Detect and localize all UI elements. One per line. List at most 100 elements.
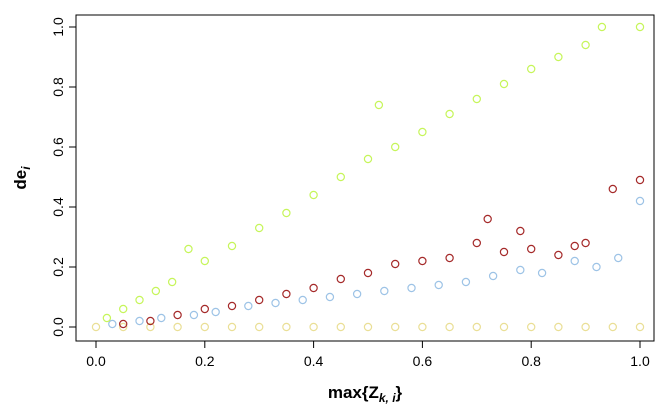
data-point: [244, 301, 253, 311]
data-point: [608, 184, 618, 194]
data-point: [173, 310, 182, 320]
data-point: [537, 268, 547, 278]
data-point: [499, 247, 509, 257]
data-point: [363, 154, 373, 164]
y-tick-label: 0.8: [50, 77, 66, 97]
plot-frame: [75, 14, 655, 342]
y-axis-title-subscript: i: [19, 166, 33, 170]
data-point: [445, 322, 454, 332]
data-point: [614, 253, 623, 263]
data-point: [282, 208, 291, 218]
data-point: [418, 127, 427, 137]
data-point: [380, 286, 389, 296]
x-axis: 0.0 0.2 0.4 0.6 0.8 1.0: [86, 340, 650, 369]
y-axis-title: dei: [11, 166, 33, 190]
y-tick-label: 0.0: [50, 317, 66, 337]
data-point: [282, 322, 291, 332]
data-point: [157, 313, 166, 323]
data-point: [336, 172, 345, 182]
data-point: [472, 322, 481, 332]
data-point: [635, 175, 645, 185]
data-point: [554, 52, 563, 62]
data-point: [200, 322, 209, 332]
series-3: [102, 22, 645, 323]
data-point: [108, 319, 117, 329]
data-point: [597, 22, 607, 32]
data-point: [483, 214, 492, 224]
data-point: [135, 295, 144, 305]
data-point: [309, 322, 318, 332]
data-point: [445, 253, 454, 263]
plot-markers: [91, 22, 645, 332]
data-point: [255, 295, 264, 305]
data-point: [255, 322, 264, 332]
data-point: [554, 322, 563, 332]
data-point: [271, 298, 280, 308]
data-point: [570, 256, 579, 266]
data-point: [391, 322, 400, 332]
data-point: [151, 286, 161, 296]
data-point: [189, 310, 199, 320]
data-point: [325, 292, 335, 302]
data-point: [374, 100, 384, 110]
x-axis-title-base: max{Z: [328, 383, 379, 402]
data-point: [527, 244, 536, 254]
data-point: [309, 190, 318, 200]
data-point: [167, 277, 177, 287]
y-axis-title-base: de: [11, 170, 30, 190]
data-point: [146, 322, 155, 332]
data-point: [363, 322, 373, 332]
data-point: [445, 109, 454, 119]
data-point: [173, 322, 182, 332]
data-point: [391, 259, 400, 269]
data-point: [608, 322, 618, 332]
data-point: [352, 289, 362, 299]
data-point: [227, 241, 237, 251]
data-point: [472, 94, 481, 104]
data-point: [298, 295, 307, 305]
data-point: [336, 274, 345, 284]
x-tick-label: 1.0: [630, 353, 650, 369]
y-axis: 0.0 0.2 0.4 0.6 0.8 1.0: [50, 17, 77, 337]
y-tick-label: 0.6: [50, 137, 66, 157]
data-point: [118, 319, 128, 329]
data-point: [102, 313, 112, 323]
data-point: [363, 268, 373, 278]
series-0: [91, 322, 645, 332]
data-point: [499, 322, 509, 332]
data-point: [488, 271, 498, 281]
data-point: [391, 142, 400, 152]
data-point: [516, 265, 525, 275]
data-point: [499, 79, 509, 89]
data-point: [282, 289, 291, 299]
data-point: [461, 277, 471, 287]
data-point: [200, 304, 209, 314]
data-point: [581, 322, 590, 332]
data-point: [336, 322, 345, 332]
data-point: [118, 322, 128, 332]
data-point: [635, 22, 645, 32]
data-point: [581, 40, 590, 50]
series-2: [108, 196, 645, 329]
x-axis-title-close: }: [396, 383, 403, 402]
data-point: [135, 316, 144, 326]
data-point: [227, 322, 237, 332]
x-tick-label: 0.0: [86, 353, 106, 369]
data-point: [516, 226, 525, 236]
x-tick-label: 0.2: [195, 353, 215, 369]
data-point: [407, 283, 416, 293]
data-point: [227, 301, 237, 311]
data-point: [184, 244, 193, 254]
data-point: [434, 280, 443, 290]
data-point: [418, 322, 427, 332]
data-point: [118, 304, 128, 314]
y-tick-label: 1.0: [50, 17, 66, 37]
data-point: [554, 250, 563, 260]
x-tick-label: 0.4: [304, 353, 324, 369]
y-tick-label: 0.2: [50, 257, 66, 277]
data-point: [472, 238, 481, 248]
x-tick-label: 0.6: [413, 353, 433, 369]
y-tick-label: 0.4: [50, 197, 66, 217]
data-point: [635, 322, 645, 332]
